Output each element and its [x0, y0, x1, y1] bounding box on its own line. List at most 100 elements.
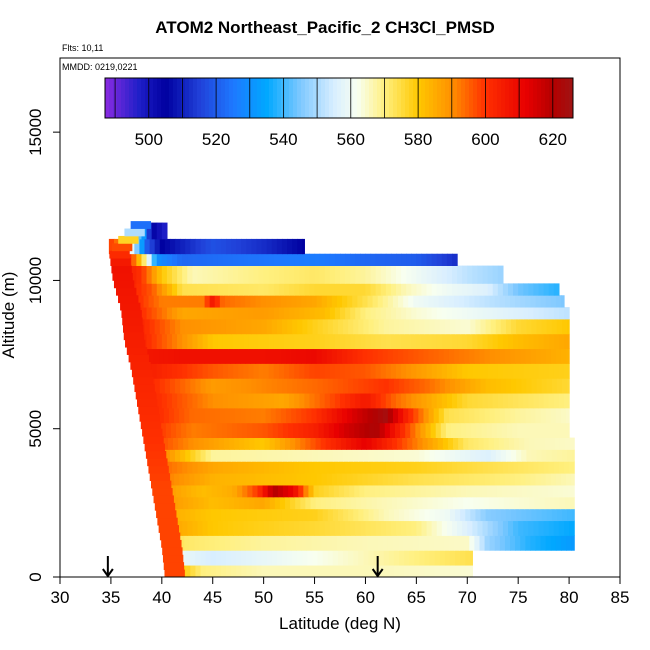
heat-cell	[446, 393, 453, 409]
heat-cell	[377, 407, 384, 424]
heat-cell	[172, 393, 178, 409]
heat-cell	[258, 333, 265, 350]
heat-cell	[200, 449, 207, 462]
heat-cell	[350, 307, 356, 320]
heat-cell	[274, 496, 281, 510]
heat-cell	[407, 437, 413, 450]
heat-cell	[390, 393, 397, 409]
heat-cell	[431, 363, 438, 379]
heat-cell	[347, 295, 353, 308]
heat-cell	[299, 265, 305, 284]
heat-cell	[268, 520, 275, 536]
heat-cell	[248, 393, 255, 409]
heat-cell	[524, 496, 530, 510]
heat-cell	[299, 520, 305, 536]
profile-cell	[130, 361, 151, 370]
heat-cell	[535, 348, 542, 364]
heat-cell	[436, 393, 443, 409]
heat-cell	[390, 307, 397, 320]
heat-cell	[159, 238, 166, 255]
heat-cell	[550, 535, 557, 551]
heat-cell	[179, 473, 185, 486]
heat-cell	[446, 307, 453, 320]
heat-cell	[319, 307, 326, 320]
heat-cell	[411, 307, 417, 320]
heat-cell	[355, 520, 361, 536]
heat-cell	[492, 520, 499, 536]
heat-cell	[403, 295, 409, 308]
heat-cell	[561, 318, 568, 335]
colorbar-cell	[105, 78, 110, 118]
heat-cell	[292, 449, 298, 462]
heat-cell	[406, 283, 412, 296]
profile-cell	[124, 228, 145, 237]
heat-cell	[209, 407, 216, 424]
heat-cell	[446, 363, 453, 379]
heat-cell	[172, 307, 178, 320]
heat-cell	[340, 333, 346, 350]
heat-cell	[428, 407, 435, 424]
heat-cell	[182, 363, 188, 379]
heat-cell	[202, 520, 209, 536]
heat-cell	[355, 265, 361, 284]
chart-title: ATOM2 Northeast_Pacific_2 CH3Cl_PMSD	[155, 18, 495, 37]
heat-cell	[243, 265, 249, 284]
heat-cell	[389, 422, 396, 439]
heat-cell	[194, 407, 201, 424]
heat-cell	[393, 508, 400, 522]
heat-cell	[294, 333, 300, 350]
heat-cell	[433, 348, 440, 364]
heat-cell	[536, 508, 543, 522]
colorbar-cell	[545, 78, 550, 118]
heat-cell	[489, 407, 496, 424]
heat-cell	[448, 407, 455, 424]
heat-cell	[480, 318, 487, 335]
heat-cell	[346, 496, 352, 510]
heat-cell	[494, 535, 501, 551]
heat-cell	[556, 449, 563, 462]
colorbar-cell	[485, 78, 490, 118]
heat-cell	[304, 461, 311, 474]
heat-cell	[327, 565, 334, 577]
heat-cell	[199, 473, 206, 486]
heat-cell	[460, 550, 466, 566]
heat-cell	[433, 473, 440, 486]
heat-cell	[185, 449, 191, 462]
heat-cell	[332, 449, 339, 462]
heat-cell	[399, 565, 405, 577]
heat-cell	[502, 283, 509, 296]
heat-cell	[297, 550, 303, 566]
heat-cell	[210, 449, 217, 462]
heat-cell	[348, 449, 354, 462]
heat-cell	[442, 437, 449, 450]
heat-cell	[465, 378, 471, 394]
heat-cell	[369, 422, 376, 439]
heat-cell	[287, 449, 293, 462]
heat-cell	[438, 407, 445, 424]
heat-cell	[167, 437, 174, 450]
heat-cell	[286, 295, 292, 308]
heat-cell	[316, 535, 323, 551]
heat-cell	[190, 565, 197, 577]
heat-cell	[275, 535, 282, 551]
heat-cell	[564, 363, 570, 379]
heat-cell	[518, 461, 524, 474]
heat-cell	[329, 393, 336, 409]
heat-cell	[381, 496, 388, 510]
heat-cell	[299, 393, 305, 409]
heat-cell	[540, 407, 547, 424]
heat-cell	[210, 238, 217, 255]
heat-cell	[367, 348, 374, 364]
heat-cell	[461, 485, 467, 498]
arrow-marker	[371, 556, 384, 578]
heat-cell	[452, 307, 458, 320]
heat-cell	[445, 422, 452, 439]
heat-cell	[370, 253, 377, 266]
heat-cell	[419, 565, 426, 577]
y-tick-label: 5000	[26, 410, 45, 448]
heat-cell	[324, 363, 331, 379]
colorbar-cell	[441, 78, 446, 118]
heat-cell	[431, 520, 438, 536]
heat-cell	[319, 283, 326, 296]
heat-cell	[249, 496, 256, 510]
